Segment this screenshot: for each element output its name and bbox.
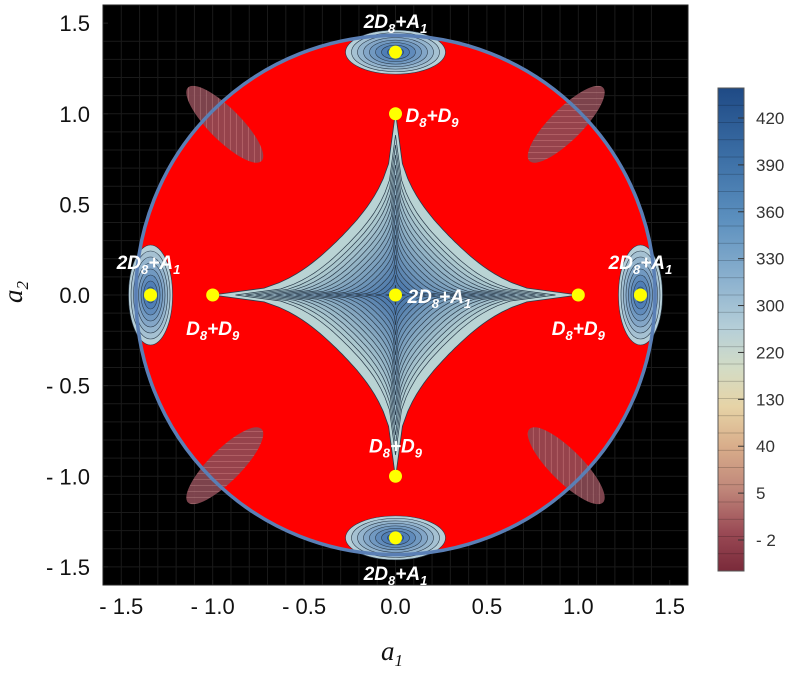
point-label: 2D8+A1 — [608, 253, 673, 277]
colorbar-tick-label: 5 — [756, 484, 765, 503]
colorbar-bands — [718, 104, 744, 555]
y-axis-label: a2 — [0, 281, 32, 304]
yellow-point — [633, 288, 647, 302]
colorbar-tick-label: - 2 — [756, 531, 776, 550]
colorbar-tick-label: 130 — [756, 390, 784, 409]
colorbar-tick-label: 330 — [756, 250, 784, 269]
x-tick-label: - 0.5 — [282, 594, 326, 619]
yellow-point — [389, 107, 402, 121]
x-tick-label: 0.5 — [472, 594, 503, 619]
colorbar-ticks: 420 390 360 330 300 220 130 40 5 - 2 — [738, 109, 784, 550]
point-label: D8+D9 — [369, 436, 423, 460]
point-label: 2D8+A1 — [116, 253, 181, 277]
point-label: 2D8+A1 — [407, 287, 472, 311]
hatched-region — [186, 427, 264, 505]
x-tick-label: 1.0 — [563, 594, 594, 619]
yellow-point — [144, 288, 158, 302]
y-tick-label: 0.5 — [59, 192, 90, 217]
colorbar-tick-label: 360 — [756, 203, 784, 222]
x-tick-label: 1.5 — [654, 594, 685, 619]
point-label: D8+D9 — [406, 106, 460, 130]
point-label: D8+D9 — [186, 319, 240, 343]
x-axis-label: a1 — [381, 636, 403, 670]
yellow-point — [389, 45, 402, 59]
colorbar-tick-label: 220 — [756, 343, 784, 362]
y-tick-label: 0.0 — [59, 283, 90, 308]
yellow-point — [571, 288, 585, 302]
x-tick-label: - 1.5 — [99, 594, 143, 619]
yellow-point — [389, 531, 402, 545]
plot-area — [103, 5, 688, 585]
yellow-point — [389, 469, 402, 483]
hatched-region — [186, 85, 264, 163]
y-tick-label: - 1.5 — [46, 555, 90, 580]
x-tick-label: 0.0 — [380, 594, 411, 619]
colorbar-tick-label: 420 — [756, 109, 784, 128]
point-label: D8+D9 — [552, 319, 606, 343]
hatched-region — [527, 427, 605, 505]
axis-ticks: - 1.5 - 1.0 - 0.5 0.0 0.5 1.0 1.5 - 1.5 - 1.0 - 0… — [46, 11, 685, 619]
y-tick-label: 1.0 — [59, 102, 90, 127]
hatched-region — [527, 85, 605, 163]
y-tick-label: - 0.5 — [46, 374, 90, 399]
yellow-point — [389, 288, 402, 302]
point-label: 2D8+A1 — [363, 564, 428, 588]
colorbar-tick-label: 40 — [756, 437, 775, 456]
point-label: 2D8+A1 — [363, 12, 428, 36]
y-tick-label: 1.5 — [59, 11, 90, 36]
x-tick-label: - 1.0 — [191, 594, 235, 619]
boundary-circle — [134, 33, 657, 557]
colorbar — [717, 87, 745, 572]
y-tick-label: - 1.0 — [46, 464, 90, 489]
colorbar-tick-label: 300 — [756, 297, 784, 316]
yellow-point — [206, 288, 220, 302]
colorbar-tick-label: 390 — [756, 156, 784, 175]
